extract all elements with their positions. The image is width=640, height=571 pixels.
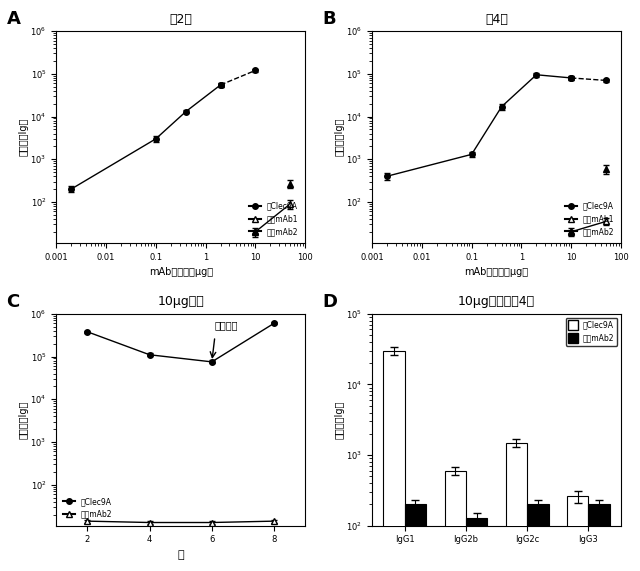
X-axis label: 週: 週 [177,550,184,560]
Y-axis label: 抗ラットIg値: 抗ラットIg値 [335,118,345,156]
Text: A: A [6,10,20,28]
Bar [527,504,548,571]
Legend: 抗Clec9A, 対照mAb2: 抗Clec9A, 対照mAb2 [60,494,115,522]
Title: 10μg用量: 10μg用量 [157,295,204,308]
Text: B: B [322,10,336,28]
Bar [567,496,588,571]
Title: 10μg用量、第4週: 10μg用量、第4週 [458,295,535,308]
Legend: 抗Clec9A, 対照mAb1, 対照mAb2: 抗Clec9A, 対照mAb1, 対照mAb2 [562,198,617,239]
X-axis label: mAbの用量（μg）: mAbの用量（μg） [148,267,212,277]
Bar [404,504,426,571]
Title: 第2週: 第2週 [169,13,192,26]
Y-axis label: 抗ラットIg値: 抗ラットIg値 [19,118,29,156]
Y-axis label: 抗ラットIg値: 抗ラットIg値 [19,400,29,439]
Title: 第4週: 第4週 [485,13,508,26]
Legend: 抗Clec9A, 対照mAb1, 対照mAb2: 抗Clec9A, 対照mAb1, 対照mAb2 [246,198,301,239]
Legend: 抗Clec9A, 対照mAb2: 抗Clec9A, 対照mAb2 [566,317,617,345]
Bar [588,504,610,571]
Bar [445,471,466,571]
Bar [506,443,527,571]
Bar [383,351,404,571]
X-axis label: mAbの用量（μg）: mAbの用量（μg） [465,267,529,277]
Y-axis label: 抗ラットIg値: 抗ラットIg値 [335,400,345,439]
Bar [466,517,487,571]
Text: C: C [6,293,20,311]
Text: 追加投与: 追加投与 [215,320,239,330]
Text: D: D [322,293,337,311]
